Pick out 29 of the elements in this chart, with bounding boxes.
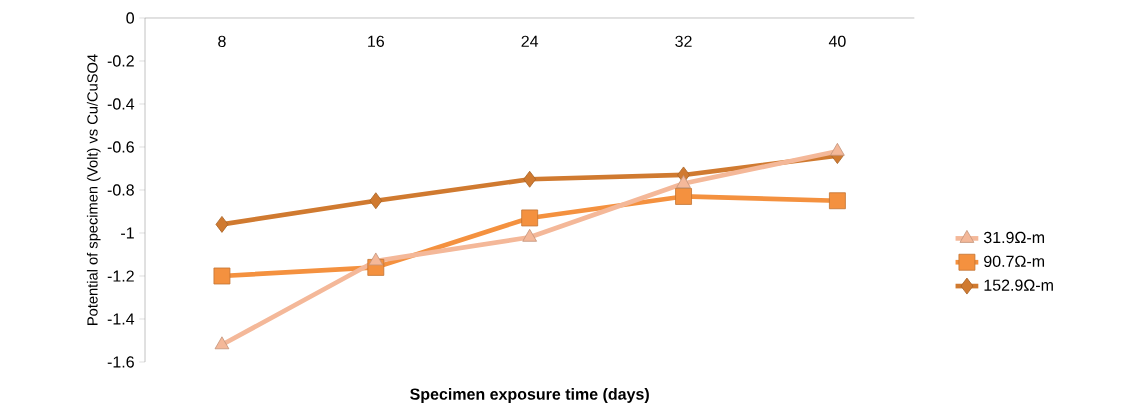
point <box>369 192 383 209</box>
point <box>521 209 539 227</box>
y-tick-label: 0 <box>126 12 134 24</box>
point <box>215 215 229 233</box>
y-tick-label: -0.8 <box>107 184 134 196</box>
y-tick-label: -1 <box>121 227 134 239</box>
y-tick-label: -1.6 <box>107 356 134 368</box>
y-tick-label: -0.6 <box>107 141 134 153</box>
point <box>214 336 230 349</box>
legend-label: 152.9Ω-m <box>984 279 1053 291</box>
legend-label: 31.9Ω-m <box>983 231 1045 243</box>
y-tick-label: -0.4 <box>107 98 135 110</box>
point <box>523 170 537 188</box>
y-tick-label: -1.4 <box>107 313 135 325</box>
y-axis-title: Potential of specimen (Volt) vs Cu/CuSO4 <box>86 54 101 325</box>
legend-label: 90.7Ω-m <box>984 255 1045 267</box>
point <box>522 228 537 242</box>
point <box>213 267 231 285</box>
point <box>675 187 692 205</box>
x-tick-label: 40 <box>828 35 846 47</box>
point <box>368 252 384 266</box>
x-axis-title: Specimen exposure time (days) <box>410 387 649 403</box>
x-tick-label: 24 <box>521 35 539 47</box>
y-tick-label: -0.2 <box>107 55 134 67</box>
x-tick-label: 16 <box>368 35 384 47</box>
y-tick-label: -1.2 <box>107 270 134 282</box>
point <box>829 192 846 209</box>
x-tick-label: 8 <box>218 35 226 47</box>
x-tick-label: 32 <box>675 35 692 47</box>
